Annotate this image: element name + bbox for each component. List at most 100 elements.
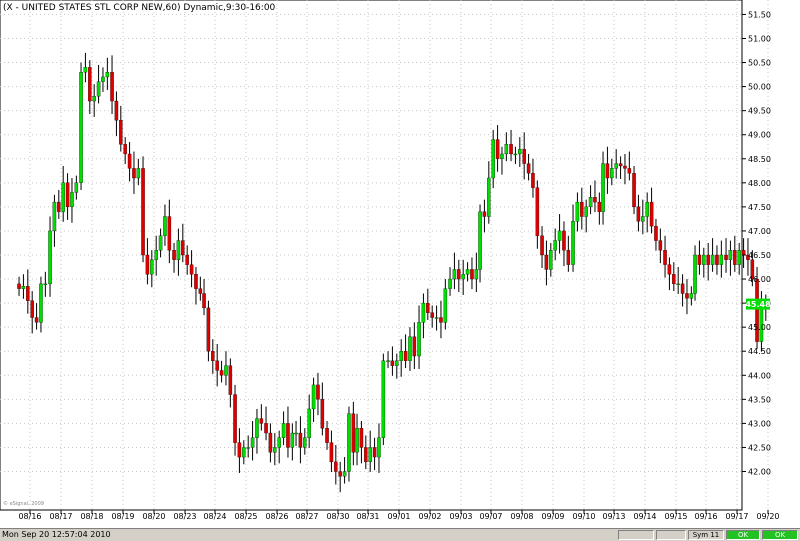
candle-body	[268, 432, 273, 453]
candle-body	[715, 254, 719, 265]
candle-body	[755, 278, 759, 342]
candle-body	[610, 168, 614, 179]
x-tick-label-0: 08/16	[18, 512, 41, 521]
candle-body	[202, 293, 206, 309]
candle-body	[198, 288, 203, 294]
candle-body	[351, 413, 356, 453]
candle-body	[566, 250, 571, 265]
candle-body	[443, 288, 448, 323]
candle-body	[281, 423, 286, 438]
candle-body	[500, 153, 504, 159]
candle-body	[294, 432, 298, 435]
x-tick-label-13: 09/02	[418, 512, 441, 521]
candle-body	[110, 72, 114, 102]
candle-body	[733, 250, 737, 265]
candle-body	[154, 250, 158, 260]
candle-body	[395, 360, 399, 366]
candle-body	[381, 360, 386, 438]
y-tick-label-6: 45.00	[748, 323, 771, 332]
candle-body	[535, 187, 540, 236]
x-tick-label-16: 09/08	[510, 512, 533, 521]
price-chart: 42.0042.5043.0043.5044.0044.5045.0045.50…	[0, 0, 780, 521]
y-tick-label-19: 51.50	[748, 10, 771, 19]
candle-body	[320, 399, 325, 429]
y-tick-label-17: 50.50	[748, 59, 771, 68]
candle-body	[372, 447, 377, 458]
candle-body	[246, 447, 250, 449]
candle-body	[632, 173, 636, 208]
candle-body	[233, 394, 237, 443]
candle-body	[434, 317, 439, 319]
candle-body	[163, 216, 167, 236]
candle-body	[697, 254, 702, 265]
candle-body	[706, 254, 710, 265]
x-tick-label-7: 08/25	[234, 512, 257, 521]
candle-body	[52, 201, 57, 232]
x-tick-label-11: 08/31	[356, 512, 379, 521]
candle-body	[57, 201, 61, 212]
candle-body	[307, 408, 311, 438]
candle-body	[412, 336, 417, 357]
grid-lines	[0, 0, 769, 510]
candle-body	[101, 76, 105, 82]
candle-body	[571, 221, 575, 265]
candle-body	[61, 182, 65, 212]
candle-body	[181, 240, 185, 256]
candle-body	[741, 250, 746, 256]
candle-body	[194, 274, 198, 289]
y-tick-label-14: 49.00	[748, 131, 771, 140]
candle-body	[342, 471, 347, 477]
candle-body	[513, 153, 518, 156]
status-ok-2[interactable]: OK	[762, 530, 798, 540]
status-cell-empty-2	[656, 530, 686, 540]
last-price-label: 45.48	[745, 300, 771, 309]
status-sym[interactable]: Sym 11	[688, 530, 724, 540]
candle-body	[457, 269, 461, 280]
candle-body	[549, 250, 553, 270]
candle-body	[724, 254, 728, 260]
candle-body	[65, 182, 70, 208]
x-tick-label-19: 09/13	[602, 512, 625, 521]
status-ok-1[interactable]: OK	[726, 530, 760, 540]
candle-body	[79, 72, 83, 183]
candle-body	[158, 235, 163, 251]
x-tick-label-23: 09/17	[725, 512, 748, 521]
candle-body	[273, 447, 277, 453]
candle-body	[474, 269, 479, 280]
candle-body	[584, 206, 588, 217]
candle-body	[597, 201, 602, 212]
candle-body	[487, 177, 491, 217]
candle-body	[693, 254, 697, 294]
candle-body	[290, 432, 295, 448]
candle-body	[689, 293, 694, 299]
candle-body	[242, 447, 246, 458]
candle-body	[557, 230, 562, 241]
candle-body	[132, 168, 136, 179]
candle-body	[48, 230, 52, 285]
candle-body	[710, 254, 715, 265]
candle-body	[185, 254, 189, 265]
x-tick-label-20: 09/14	[633, 512, 656, 521]
candle-body	[641, 216, 645, 222]
x-tick-label-2: 08/18	[80, 512, 103, 521]
y-tick-label-5: 44.50	[748, 347, 771, 356]
candle-body	[114, 100, 119, 121]
x-tick-label-12: 09/01	[387, 512, 410, 521]
candle-body	[43, 283, 48, 286]
candle-body	[150, 259, 154, 275]
x-tick-label-9: 08/27	[295, 512, 318, 521]
candle-body	[92, 96, 96, 102]
x-tick-label-21: 09/15	[664, 512, 687, 521]
candle-body	[426, 302, 430, 313]
candle-body	[145, 254, 150, 275]
x-tick-label-4: 08/20	[142, 512, 165, 521]
last-price-badge	[746, 298, 770, 310]
candle-body	[614, 163, 618, 169]
candle-body	[408, 336, 412, 361]
candle-body	[303, 437, 307, 448]
candle-body	[478, 211, 482, 270]
candle-body	[347, 413, 351, 472]
candle-body	[368, 447, 372, 463]
candle-body	[663, 250, 667, 265]
x-tick-label-18: 09/10	[572, 512, 595, 521]
